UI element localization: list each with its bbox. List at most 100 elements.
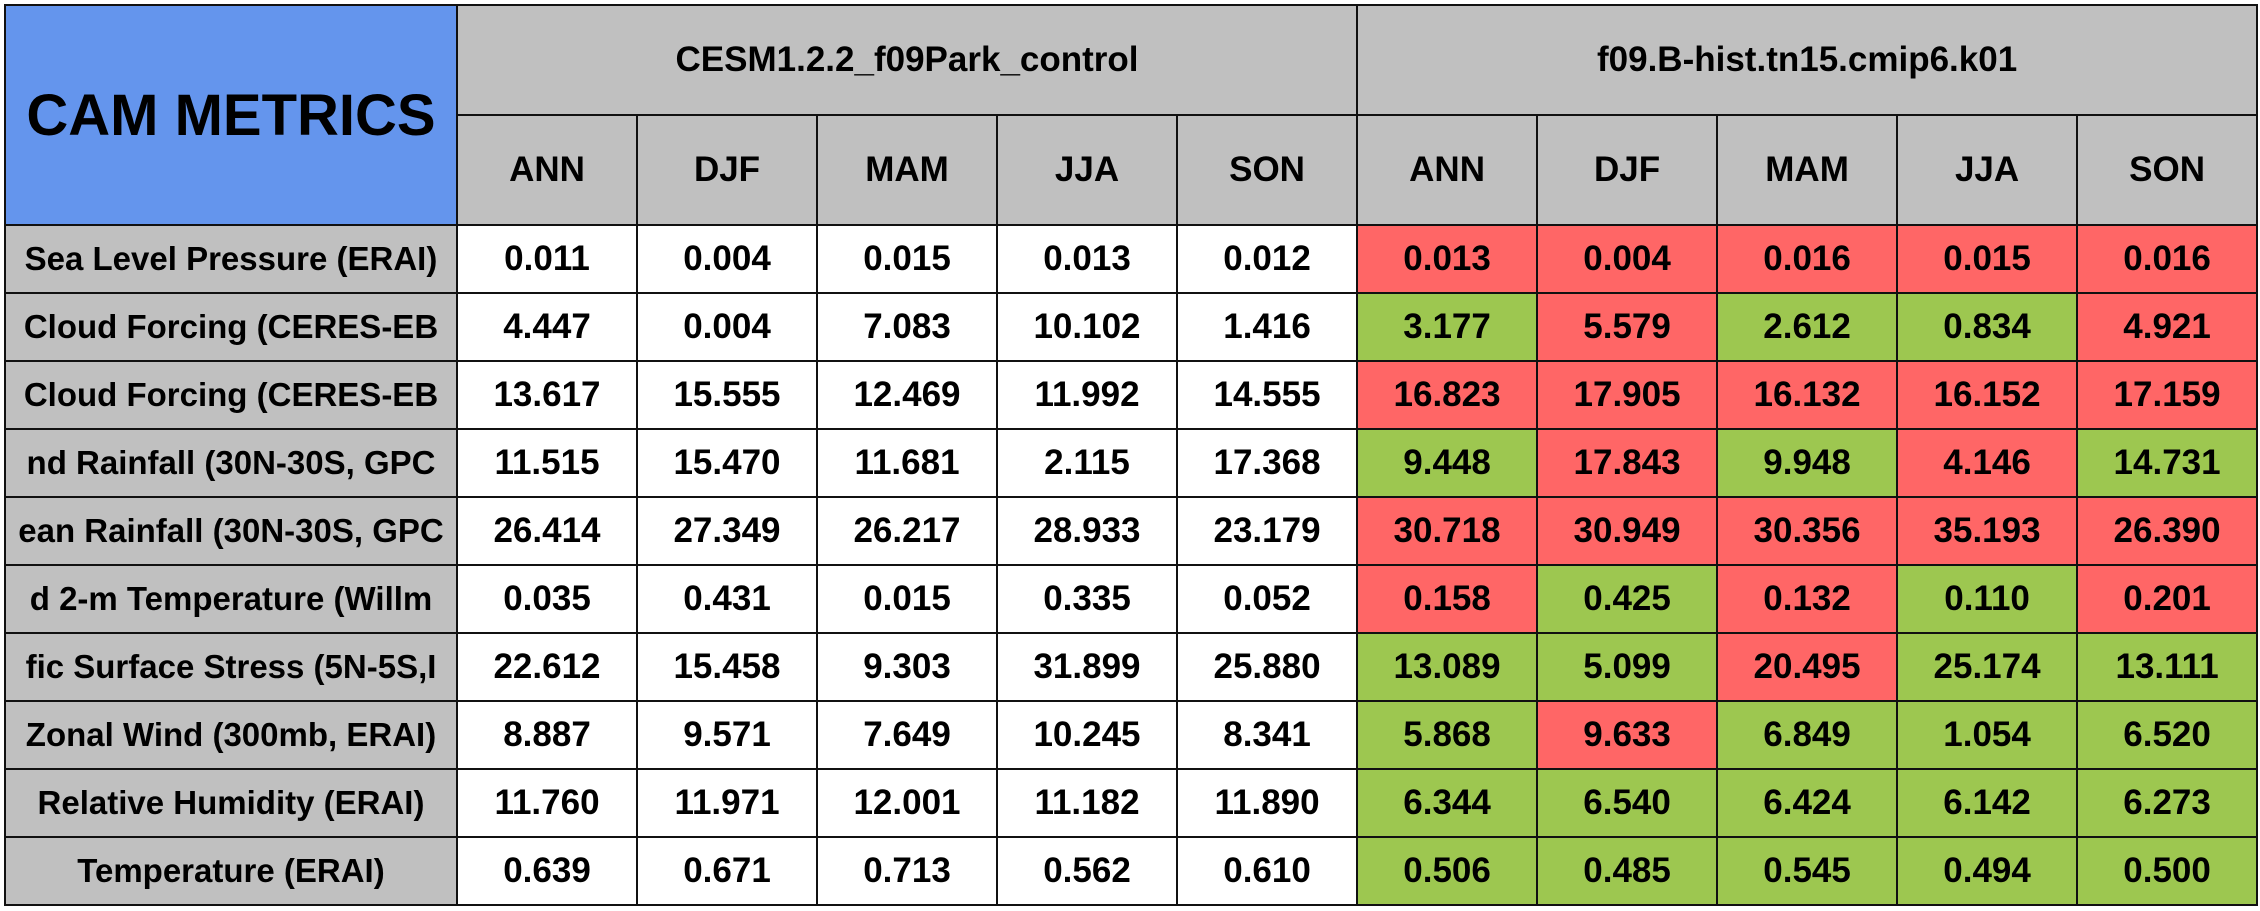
row-label: Cloud Forcing (CERES-EB [4, 360, 458, 430]
value-cell-hist-son: 6.520 [2076, 700, 2259, 770]
case-header-hist: f09.B-hist.tn15.cmip6.k01 [1356, 4, 2259, 116]
value-cell-control-djf: 0.004 [636, 224, 818, 294]
value-cell-hist-ann: 0.506 [1356, 836, 1539, 906]
value-cell-control-mam: 26.217 [816, 496, 998, 566]
value-cell-control-jja: 0.013 [996, 224, 1178, 294]
value-cell-control-ann: 22.612 [456, 632, 638, 702]
value-cell-hist-son: 6.273 [2076, 768, 2259, 838]
value-cell-control-jja: 11.992 [996, 360, 1178, 430]
value-cell-control-mam: 7.649 [816, 700, 998, 770]
value-cell-control-mam: 0.015 [816, 564, 998, 634]
value-cell-control-jja: 31.899 [996, 632, 1178, 702]
value-cell-hist-jja: 0.110 [1896, 564, 2079, 634]
value-cell-hist-jja: 6.142 [1896, 768, 2079, 838]
season-header-djf-case2: DJF [1536, 114, 1719, 226]
value-cell-control-son: 0.610 [1175, 836, 1359, 906]
value-cell-control-mam: 11.681 [816, 428, 998, 498]
value-cell-hist-mam: 6.424 [1716, 768, 1899, 838]
value-cell-hist-jja: 4.146 [1896, 428, 2079, 498]
table-title: CAM METRICS [4, 4, 458, 226]
value-cell-hist-ann: 6.344 [1356, 768, 1539, 838]
value-cell-control-mam: 0.713 [816, 836, 998, 906]
row-label: Temperature (ERAI) [4, 836, 458, 906]
value-cell-hist-djf: 6.540 [1536, 768, 1719, 838]
value-cell-hist-son: 0.016 [2076, 224, 2259, 294]
table-row: nd Rainfall (30N-30S, GPC 11.515 15.470 11.… [4, 428, 2259, 498]
value-cell-hist-jja: 16.152 [1896, 360, 2079, 430]
value-cell-control-jja: 10.245 [996, 700, 1178, 770]
value-cell-control-mam: 9.303 [816, 632, 998, 702]
value-cell-hist-djf: 5.579 [1536, 292, 1719, 362]
season-header-mam-case2: MAM [1716, 114, 1899, 226]
value-cell-control-djf: 15.470 [636, 428, 818, 498]
metrics-body: Sea Level Pressure (ERAI) 0.011 0.004 0.015… [4, 224, 2259, 906]
value-cell-hist-mam: 0.545 [1716, 836, 1899, 906]
row-label: d 2-m Temperature (Willm [4, 564, 458, 634]
value-cell-hist-mam: 20.495 [1716, 632, 1899, 702]
value-cell-hist-djf: 0.485 [1536, 836, 1719, 906]
value-cell-control-son: 23.179 [1175, 496, 1359, 566]
value-cell-hist-djf: 17.905 [1536, 360, 1719, 430]
value-cell-hist-son: 17.159 [2076, 360, 2259, 430]
value-cell-control-son: 25.880 [1175, 632, 1359, 702]
value-cell-control-djf: 11.971 [636, 768, 818, 838]
value-cell-control-djf: 0.431 [636, 564, 818, 634]
value-cell-hist-ann: 0.158 [1356, 564, 1539, 634]
value-cell-control-ann: 26.414 [456, 496, 638, 566]
table-row: d 2-m Temperature (Willm 0.035 0.431 0.015 0… [4, 564, 2259, 634]
row-label: Relative Humidity (ERAI) [4, 768, 458, 838]
table-row: Temperature (ERAI) 0.639 0.671 0.713 0.562 0.… [4, 836, 2259, 906]
value-cell-hist-mam: 0.016 [1716, 224, 1899, 294]
value-cell-hist-jja: 0.834 [1896, 292, 2079, 362]
value-cell-hist-jja: 1.054 [1896, 700, 2079, 770]
metrics-table: CAM METRICS CESM1.2.2_f09Park_control f0… [4, 4, 2259, 906]
value-cell-hist-djf: 17.843 [1536, 428, 1719, 498]
value-cell-hist-son: 26.390 [2076, 496, 2259, 566]
value-cell-hist-son: 14.731 [2076, 428, 2259, 498]
row-label: Sea Level Pressure (ERAI) [4, 224, 458, 294]
table-row: Sea Level Pressure (ERAI) 0.011 0.004 0.015… [4, 224, 2259, 294]
value-cell-hist-ann: 30.718 [1356, 496, 1539, 566]
table-row: Zonal Wind (300mb, ERAI) 8.887 9.571 7.649 1… [4, 700, 2259, 770]
table-row: Cloud Forcing (CERES-EB 4.447 0.004 7.083 10… [4, 292, 2259, 362]
value-cell-hist-mam: 2.612 [1716, 292, 1899, 362]
table-row: fic Surface Stress (5N-5S,I 22.612 15.458 9… [4, 632, 2259, 702]
value-cell-control-ann: 0.011 [456, 224, 638, 294]
value-cell-control-son: 17.368 [1175, 428, 1359, 498]
row-label: Zonal Wind (300mb, ERAI) [4, 700, 458, 770]
table-row: Cloud Forcing (CERES-EB 13.617 15.555 12.46… [4, 360, 2259, 430]
value-cell-control-djf: 15.555 [636, 360, 818, 430]
value-cell-hist-ann: 0.013 [1356, 224, 1539, 294]
value-cell-control-son: 14.555 [1175, 360, 1359, 430]
value-cell-control-son: 11.890 [1175, 768, 1359, 838]
value-cell-hist-son: 0.201 [2076, 564, 2259, 634]
value-cell-hist-ann: 13.089 [1356, 632, 1539, 702]
value-cell-control-mam: 12.469 [816, 360, 998, 430]
value-cell-control-mam: 7.083 [816, 292, 998, 362]
value-cell-control-mam: 0.015 [816, 224, 998, 294]
value-cell-hist-jja: 0.494 [1896, 836, 2079, 906]
season-header-jja-case1: JJA [996, 114, 1178, 226]
season-header-ann-case2: ANN [1356, 114, 1539, 226]
value-cell-control-djf: 9.571 [636, 700, 818, 770]
value-cell-hist-mam: 0.132 [1716, 564, 1899, 634]
value-cell-control-djf: 15.458 [636, 632, 818, 702]
value-cell-control-ann: 11.760 [456, 768, 638, 838]
value-cell-control-djf: 0.004 [636, 292, 818, 362]
case-header-control: CESM1.2.2_f09Park_control [455, 4, 1359, 116]
value-cell-hist-djf: 0.004 [1536, 224, 1719, 294]
value-cell-hist-mam: 9.948 [1716, 428, 1899, 498]
value-cell-hist-son: 4.921 [2076, 292, 2259, 362]
value-cell-control-ann: 0.035 [456, 564, 638, 634]
season-header-row: ANN DJF MAM JJA SON ANN DJF MAM JJA SON [5, 114, 2259, 226]
value-cell-control-ann: 13.617 [456, 360, 638, 430]
value-cell-control-son: 8.341 [1175, 700, 1359, 770]
value-cell-hist-mam: 16.132 [1716, 360, 1899, 430]
row-label: fic Surface Stress (5N-5S,I [4, 632, 458, 702]
value-cell-hist-djf: 9.633 [1536, 700, 1719, 770]
value-cell-hist-jja: 35.193 [1896, 496, 2079, 566]
value-cell-hist-mam: 6.849 [1716, 700, 1899, 770]
value-cell-control-son: 0.052 [1175, 564, 1359, 634]
value-cell-hist-jja: 0.015 [1896, 224, 2079, 294]
value-cell-hist-mam: 30.356 [1716, 496, 1899, 566]
